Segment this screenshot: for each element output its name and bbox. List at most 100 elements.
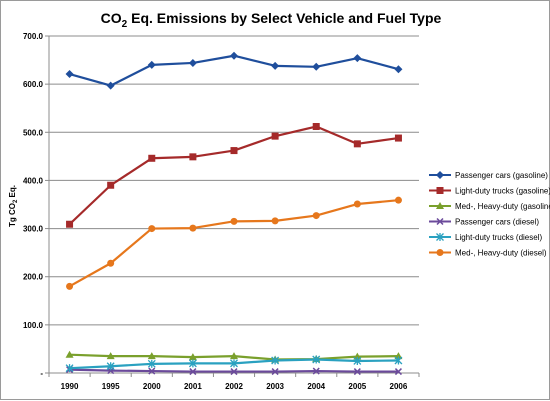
legend-label: Light-duty trucks (gasoline) (455, 187, 550, 196)
data-point (230, 51, 238, 60)
data-point (107, 181, 115, 189)
data-point (394, 368, 402, 376)
data-point (65, 70, 74, 79)
data-point (66, 220, 74, 228)
y-tick-label: 400.0 (23, 176, 44, 185)
chart-title: CO2 Eq. Emissions by Select Vehicle and … (101, 10, 442, 30)
gridlines (49, 35, 419, 326)
data-point (271, 61, 280, 70)
legend-swatch-marker (436, 202, 444, 209)
data-point (312, 367, 320, 375)
legend-swatch-marker (436, 249, 444, 256)
legend-swatch-marker (436, 233, 444, 241)
legend-entry: Med-, Heavy-duty (gasoline) (429, 202, 550, 211)
data-point (353, 54, 362, 63)
x-tick-label: 2006 (390, 382, 408, 391)
y-tick-labels: - 100.0 200.0 300.0 400.0 500.0 600.0 700.0 (23, 32, 44, 378)
series-1 (65, 51, 403, 90)
legend-label: Med-, Heavy-duty (diesel) (455, 249, 547, 258)
data-point (147, 60, 156, 69)
legend-label: Passenger cars (gasoline) (455, 171, 548, 180)
legend-label: Passenger cars (diesel) (455, 218, 539, 227)
y-axis-label: Tg CO2 Eq. (8, 185, 19, 227)
data-point (66, 282, 74, 290)
x-tick-label: 1990 (61, 382, 79, 391)
legend: Passenger cars (gasoline) Light-duty truc… (429, 171, 550, 258)
data-point (189, 224, 197, 232)
data-point (189, 153, 197, 161)
y-tick-label: 500.0 (23, 128, 44, 137)
data-point (394, 65, 403, 74)
data-point (312, 355, 321, 364)
data-point (271, 132, 279, 140)
y-tick-label: - (40, 369, 43, 378)
data-point (394, 352, 403, 360)
series-5 (65, 355, 403, 373)
data-point (271, 368, 279, 376)
y-tick-label: 600.0 (23, 80, 44, 89)
data-point (312, 62, 321, 71)
data-point (394, 356, 403, 365)
data-point (188, 359, 197, 368)
x-tick-label: 2004 (307, 382, 325, 391)
y-tick-label: 100.0 (23, 321, 44, 330)
data-point (188, 353, 197, 361)
series-2 (66, 123, 402, 228)
data-point (353, 368, 361, 376)
x-tick-labels: 1990 1995 2000 2001 2002 2003 2004 2005 2006 (61, 382, 408, 391)
data-point (147, 359, 156, 368)
data-point (230, 368, 238, 376)
data-point (148, 154, 156, 162)
data-point (230, 359, 238, 368)
data-point (107, 259, 115, 267)
data-point (148, 367, 156, 375)
data-point (188, 58, 197, 67)
data-point (353, 356, 362, 365)
data-point (353, 140, 361, 148)
series-group (65, 51, 403, 376)
series-6 (66, 196, 402, 290)
data-point (230, 217, 238, 225)
y-tick-label: 700.0 (23, 32, 44, 41)
series-line (69, 54, 399, 87)
x-tick-label: 2005 (348, 382, 366, 391)
legend-entry: Light-duty trucks (gasoline) (429, 187, 550, 196)
data-point (106, 81, 115, 90)
data-point (353, 352, 362, 360)
data-point (106, 352, 115, 360)
y-tick-label: 200.0 (23, 273, 44, 282)
x-tick-label: 2002 (225, 382, 243, 391)
data-point (65, 364, 74, 373)
legend-swatch-marker (436, 171, 444, 179)
data-point (271, 217, 279, 225)
data-point (353, 200, 361, 208)
data-point (147, 352, 156, 360)
legend-label: Med-, Heavy-duty (gasoline) (455, 202, 550, 211)
legend-entry: Med-, Heavy-duty (diesel) (429, 249, 547, 258)
x-tick-label: 2000 (143, 382, 161, 391)
y-tick-label: 300.0 (23, 225, 44, 234)
legend-entry: Light-duty trucks (diesel) (429, 233, 542, 242)
x-tick-label: 1995 (102, 382, 120, 391)
data-point (106, 362, 115, 371)
legend-swatch-marker (436, 187, 444, 194)
data-point (312, 123, 320, 131)
data-point (148, 225, 156, 233)
series-line (69, 199, 399, 288)
axes (45, 35, 420, 377)
data-point (394, 134, 402, 142)
data-point (271, 356, 280, 365)
series-4 (66, 366, 402, 376)
legend-entry: Passenger cars (diesel) (429, 218, 539, 227)
data-point (65, 350, 74, 358)
data-point (230, 147, 238, 155)
data-point (230, 352, 238, 360)
legend-label: Light-duty trucks (diesel) (455, 233, 542, 242)
x-tick-label: 2001 (184, 382, 202, 391)
series-line (68, 125, 399, 226)
data-point (312, 212, 320, 220)
data-point (394, 196, 402, 204)
data-point (189, 368, 197, 376)
